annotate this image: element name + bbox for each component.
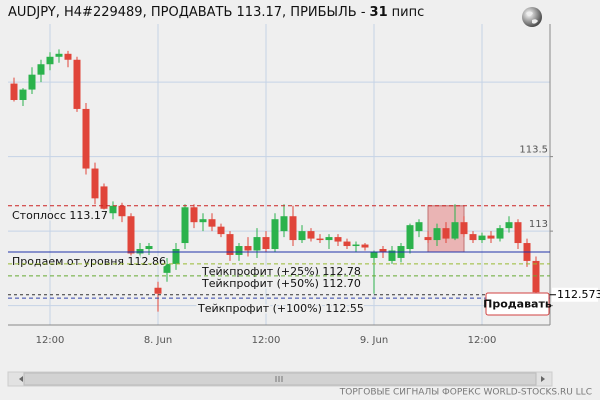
candle-body [37, 64, 45, 75]
candle-body [298, 231, 306, 241]
candle-body [514, 222, 522, 244]
candle-body [73, 59, 81, 109]
candle-body [451, 222, 459, 239]
candle-body [433, 228, 441, 241]
x-tick-label: 12:00 [36, 335, 65, 346]
candle-body [253, 237, 261, 251]
candle-body [289, 216, 297, 241]
candle-body [10, 83, 18, 100]
scroll-thumb[interactable] [23, 372, 537, 386]
scrollbar[interactable] [7, 371, 553, 387]
candle-body [190, 207, 198, 223]
candle-body [352, 244, 360, 247]
candle-body [172, 249, 180, 264]
candle-body [235, 246, 243, 255]
x-tick-label: 9. Jun [360, 335, 388, 346]
candle-body [181, 207, 189, 244]
candle-body [127, 216, 135, 254]
candle-body [163, 263, 171, 273]
candle-body [208, 219, 216, 227]
candle-body [100, 186, 108, 209]
candle-body [442, 228, 450, 239]
x-tick-label: 12:00 [252, 335, 281, 346]
candle-body [460, 222, 468, 235]
y-tick-label: 113 [529, 219, 548, 230]
level-label: Продаем от уровня 112.86 [12, 255, 166, 268]
globe[interactable] [522, 7, 542, 27]
candle-body [361, 244, 369, 248]
footer: ТОРГОВЫЕ СИГНАЛЫ ФОРЕКС WORLD-STOCKS.RU … [339, 388, 592, 398]
candle-body [505, 222, 513, 229]
y-tick-label: 113.5 [519, 145, 548, 156]
candle-body [217, 226, 225, 235]
candle-body [136, 249, 144, 254]
level-label: Тейкпрофит (+100%) 112.55 [197, 302, 364, 315]
candle-body [226, 234, 234, 255]
candle-body [487, 235, 495, 239]
candle-body [271, 219, 279, 250]
current-price-box [552, 287, 598, 302]
profit: 31 [370, 5, 388, 20]
candle-body [145, 246, 153, 250]
current-price-label: 112.573 [557, 288, 600, 301]
candle-body [199, 219, 207, 223]
candle-body [424, 237, 432, 241]
candle-body [532, 260, 540, 293]
candle-body [478, 235, 486, 241]
candle-body [415, 222, 423, 232]
globe-land [526, 11, 538, 24]
candle-body [469, 234, 477, 241]
candle-body [307, 231, 315, 239]
candle-body [343, 241, 351, 247]
candle-body [19, 89, 27, 100]
candle-body [379, 249, 387, 252]
candle-body [28, 74, 36, 90]
candle-body [64, 53, 72, 60]
scroll-grip [275, 376, 283, 382]
candle-body [334, 237, 342, 242]
profit-unit: пипс [392, 5, 425, 20]
candle-body [118, 205, 126, 217]
chart-title: AUDJPY, H4#229489, ПРОДАВАТЬ 113.17, ПРИ… [8, 5, 424, 20]
candle-body [109, 205, 117, 214]
signal-button-box [485, 292, 550, 316]
signal-button[interactable]: Продавать [483, 292, 552, 316]
candle-body [154, 287, 162, 294]
scroll-right[interactable] [541, 376, 545, 382]
candle-body [91, 168, 99, 199]
candle-body [316, 238, 324, 241]
candle-body [82, 108, 90, 169]
candle-body [406, 225, 414, 250]
candle-body [496, 228, 504, 239]
globe-icon[interactable] [522, 7, 542, 27]
level-label: Тейкпрофит (+50%) 112.70 [201, 277, 361, 290]
title-text: AUDJPY, H4#229489, ПРОДАВАТЬ 113.17, ПРИ… [8, 5, 366, 20]
candle-body [388, 250, 396, 261]
x-tick-label: 8. Jun [144, 335, 172, 346]
x-tick-label: 12:00 [468, 335, 497, 346]
candle-body [244, 246, 252, 251]
candle-body [280, 216, 288, 232]
scroll-left[interactable] [19, 376, 23, 382]
signal-button-label: Продавать [483, 298, 552, 311]
candle-body [370, 251, 378, 258]
candle-body [46, 56, 54, 65]
level-label: Стоплосс 113.17 [12, 209, 108, 222]
candle-body [262, 237, 270, 250]
candle-body [325, 237, 333, 241]
candle-body [55, 53, 63, 57]
